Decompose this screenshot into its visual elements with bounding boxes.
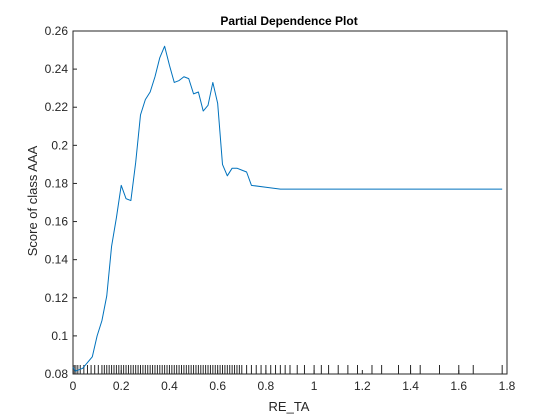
y-tick-label: 0.16 (45, 215, 69, 229)
x-tick-label: 1.6 (450, 379, 467, 393)
chart-title: Partial Dependence Plot (220, 14, 357, 28)
x-tick-label: 0 (70, 379, 77, 393)
x-tick-label: 1.2 (354, 379, 371, 393)
y-tick-label: 0.26 (45, 24, 69, 38)
data-line-group (72, 45, 503, 372)
x-tick-label: 1 (311, 379, 318, 393)
y-tick-label: 0.1 (51, 329, 68, 343)
y-axis-ticks: 0.08 0.1 0.12 0.14 0.16 0.18 0.2 0.22 0.24 0.26 (45, 24, 77, 381)
x-tick-label: 1.8 (499, 379, 516, 393)
axes-box (72, 30, 508, 375)
y-tick-label: 0.2 (51, 138, 68, 152)
y-axis-label: Score of class AAA (25, 145, 40, 256)
x-axis-label: RE_TA (269, 399, 310, 414)
y-tick-label: 0.22 (45, 100, 69, 114)
x-tick-label: 0.4 (161, 379, 178, 393)
y-tick-label: 0.08 (45, 367, 69, 381)
x-tick-label: 0.6 (209, 379, 226, 393)
plot-area (72, 30, 508, 375)
y-tick-label: 0.14 (45, 253, 69, 267)
x-tick-label: 1.4 (402, 379, 419, 393)
x-tick-label: 0.2 (113, 379, 130, 393)
x-tick-label: 0.8 (258, 379, 275, 393)
x-axis-ticks: 0 0.2 0.4 0.6 0.8 1 1.2 1.4 1.6 1.8 (70, 370, 516, 393)
y-tick-label: 0.24 (45, 62, 69, 76)
series-line (72, 45, 503, 372)
y-tick-label: 0.18 (45, 176, 69, 190)
y-tick-label: 0.12 (45, 291, 69, 305)
